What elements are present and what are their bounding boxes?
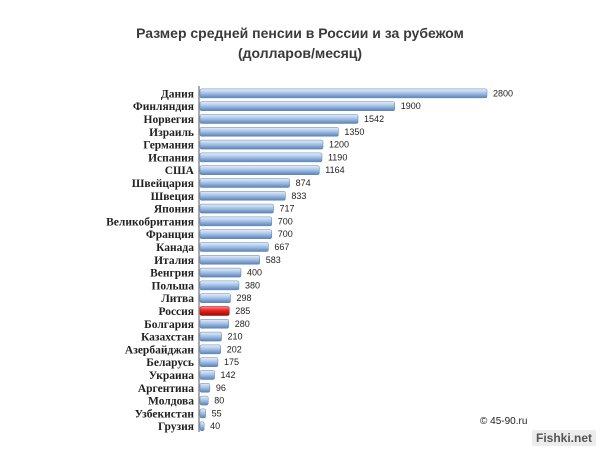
category-label: Польша <box>151 280 194 292</box>
value-label: 1542 <box>364 114 384 124</box>
value-label: 2800 <box>493 88 513 98</box>
bar-23 <box>199 370 215 380</box>
category-label: Испания <box>148 152 194 164</box>
chart-subtitle: (долларов/месяц) <box>237 45 363 61</box>
category-label: Венгрия <box>150 268 194 280</box>
category-label: Япония <box>154 204 194 216</box>
bar-14 <box>199 255 261 265</box>
bar-21 <box>199 344 221 355</box>
value-label: 80 <box>214 396 224 406</box>
value-label: 142 <box>221 370 236 380</box>
value-label: 96 <box>216 383 226 393</box>
bar-17 <box>199 293 231 303</box>
value-label: 285 <box>235 306 250 316</box>
category-label: Россия <box>158 306 194 318</box>
bar-7 <box>199 165 320 175</box>
value-label: 55 <box>212 408 222 418</box>
value-label: 1900 <box>401 101 421 111</box>
category-label: Грузия <box>158 421 194 433</box>
category-label: Дания <box>161 88 194 100</box>
bar-15 <box>199 267 242 278</box>
value-label: 700 <box>278 216 293 226</box>
category-label: Швейцария <box>132 178 194 190</box>
bar-2 <box>199 101 395 111</box>
value-label: 717 <box>279 204 294 214</box>
value-label: 700 <box>278 229 293 239</box>
bar-10 <box>199 203 274 214</box>
bar-9 <box>199 191 286 201</box>
bar-8 <box>199 178 290 188</box>
category-label: Швеция <box>151 191 194 203</box>
bar-13 <box>199 242 269 252</box>
category-label: Канада <box>156 242 194 254</box>
value-label: 667 <box>274 242 289 252</box>
value-label: 175 <box>224 357 239 367</box>
value-label: 1190 <box>328 152 347 162</box>
category-label: Италия <box>154 255 194 267</box>
category-label: Франция <box>146 229 194 241</box>
value-label: 1164 <box>325 165 344 175</box>
bar-12 <box>199 229 272 239</box>
bar-5 <box>199 139 324 150</box>
category-label: Литва <box>161 293 194 305</box>
value-label: 202 <box>227 344 242 354</box>
value-label: 298 <box>237 293 252 303</box>
bar-26 <box>199 408 206 419</box>
bar-1 <box>199 88 488 99</box>
bar-16 <box>199 280 240 291</box>
category-label: Азербайджан <box>125 344 194 356</box>
category-label: Болгария <box>144 319 194 331</box>
category-label: Великобритания <box>106 216 194 228</box>
value-label: 833 <box>291 191 306 201</box>
value-label: 874 <box>296 178 311 188</box>
category-label: Украина <box>149 370 195 382</box>
category-label: Молдова <box>148 396 194 408</box>
bar-19 <box>199 319 229 329</box>
category-label: Аргентина <box>138 383 194 395</box>
bar-25 <box>199 395 209 406</box>
bar-11 <box>199 216 272 227</box>
value-label: 210 <box>228 332 243 342</box>
category-label: США <box>165 165 195 177</box>
category-label: Казахстан <box>141 332 194 344</box>
category-label: Беларусь <box>146 357 194 369</box>
bar-20 <box>199 331 222 342</box>
bar-18 <box>199 306 230 316</box>
bar-22 <box>199 357 219 367</box>
bar-6 <box>199 152 323 163</box>
bar-3 <box>199 114 359 124</box>
bar-27 <box>199 421 205 431</box>
category-label: Норвегия <box>144 114 194 126</box>
value-label: 380 <box>245 280 260 290</box>
bar-24 <box>199 383 211 393</box>
category-label: Израиль <box>149 127 194 139</box>
chart-title: Размер средней пенсии в России и за рубе… <box>136 25 464 41</box>
bar-4 <box>199 127 339 137</box>
watermark-logo: Fishki.net <box>531 430 596 446</box>
category-label: Финляндия <box>133 101 194 113</box>
value-label: 400 <box>247 268 262 278</box>
value-label: 1200 <box>329 140 349 150</box>
value-label: 280 <box>235 319 250 329</box>
category-label: Германия <box>143 140 194 152</box>
copyright-text: © 45-90.ru <box>480 416 528 427</box>
value-label: 1350 <box>344 127 364 137</box>
value-label: 583 <box>266 255 281 265</box>
category-label: Узбекистан <box>135 408 195 420</box>
value-label: 40 <box>210 421 220 431</box>
